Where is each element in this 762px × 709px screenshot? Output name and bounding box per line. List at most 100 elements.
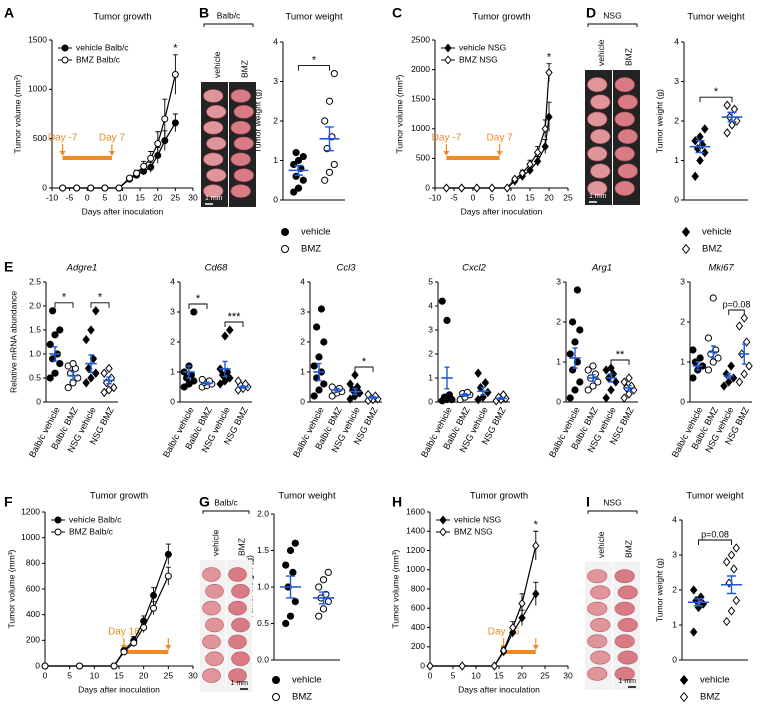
y-tick-label: 4 (674, 36, 679, 46)
marker (589, 382, 597, 390)
sem-bar (240, 385, 246, 389)
marker (315, 583, 323, 591)
marker (64, 384, 72, 392)
marker (709, 358, 717, 366)
x-tick-label: -10 (429, 192, 442, 202)
marker (681, 226, 691, 238)
tumor (614, 77, 635, 93)
x-tick-label: 0 (428, 670, 433, 680)
marker (473, 183, 481, 193)
bracket (610, 359, 630, 365)
y-tick-label: 600 (26, 583, 40, 593)
y-tick-label: 1000 (411, 123, 430, 133)
column-label: vehicle (596, 531, 606, 558)
marker (681, 243, 691, 255)
y-tick-label: 3 (300, 306, 305, 316)
y-tick-label: 2 (556, 316, 561, 326)
panel-letter: B (199, 5, 209, 21)
tumor (206, 136, 227, 151)
x-axis-label: Days after inoculation (461, 206, 543, 216)
legend-label: vehicle Balb/c (76, 42, 129, 52)
marker (221, 331, 229, 341)
sem-bar (334, 387, 340, 393)
marker (282, 619, 290, 628)
y-tick-label: 1 (170, 366, 175, 376)
marker (573, 286, 582, 294)
sem-bar (590, 374, 596, 382)
y-tick-label: 2.0 (257, 508, 269, 518)
legend-label: BMZ (702, 244, 722, 255)
bracket-label: *** (228, 311, 242, 323)
y-tick-label: 600 (411, 603, 425, 613)
marker (732, 543, 741, 553)
tumor (590, 94, 611, 110)
sem-bar (695, 140, 705, 154)
y-tick-label: 400 (411, 622, 425, 632)
tumor (233, 168, 254, 182)
marker (499, 646, 508, 656)
y-tick-label: 1 (428, 372, 433, 382)
marker (701, 124, 709, 134)
y-tick-label: 2.5 (29, 276, 41, 286)
tumor (203, 152, 224, 167)
y-tick-label: 200 (411, 641, 425, 651)
y-tick-label: 1500 (28, 34, 47, 44)
panel-letter: H (392, 494, 402, 510)
x-tick-label: 15 (525, 192, 535, 202)
marker (69, 360, 77, 368)
y-tick-label: 1 (273, 155, 278, 165)
legend-label: BMZ NSG (459, 54, 498, 64)
marker (226, 325, 234, 335)
tumor (617, 129, 638, 144)
x-tick-label: -10 (46, 192, 59, 202)
marker (351, 370, 359, 380)
tumor (202, 668, 221, 683)
marker (526, 159, 534, 169)
marker (720, 381, 728, 391)
y-tick-label: 800 (411, 583, 425, 593)
tumor (202, 634, 221, 650)
marker (533, 147, 542, 158)
chart-title: Cd68 (205, 263, 228, 274)
marker (126, 174, 134, 182)
y-tick-label: 0 (36, 396, 41, 406)
marker (725, 377, 733, 387)
tumor (231, 584, 250, 599)
tumor (205, 584, 224, 599)
tumor (230, 152, 251, 167)
marker (120, 648, 128, 656)
marker (730, 564, 738, 574)
tumor (590, 163, 611, 179)
sem-bar (325, 126, 334, 152)
bracket-label: ** (616, 349, 625, 361)
header-bracket (203, 23, 254, 27)
marker (728, 120, 736, 130)
marker (315, 386, 323, 394)
marker (161, 115, 169, 123)
marker (444, 43, 452, 53)
treatment-bar (446, 156, 500, 160)
y-tick-label: 3 (556, 276, 561, 286)
marker (330, 160, 338, 169)
y-tick-label: 2 (300, 336, 305, 346)
marker (46, 340, 54, 348)
marker (324, 568, 332, 577)
marker (709, 294, 717, 302)
chart-title: Tumor growth (90, 491, 148, 502)
x-tick-label: 25 (563, 192, 573, 202)
marker (714, 354, 722, 362)
x-tick-label: 30 (188, 192, 198, 202)
chart-title: Adgre1 (66, 263, 98, 274)
marker (289, 568, 297, 577)
y-tick-label: 500 (33, 133, 47, 143)
y-axis-label: Tumor volume (mm³) (394, 74, 404, 153)
marker (54, 516, 62, 524)
marker (315, 612, 323, 620)
marker (315, 353, 323, 361)
treatment-label: Day 16 (108, 627, 140, 638)
sem-bar (204, 381, 210, 386)
marker (691, 136, 699, 146)
treatment-bar (503, 650, 536, 654)
y-axis-label: Relative mRNA abundance (8, 291, 18, 393)
marker (584, 366, 592, 374)
